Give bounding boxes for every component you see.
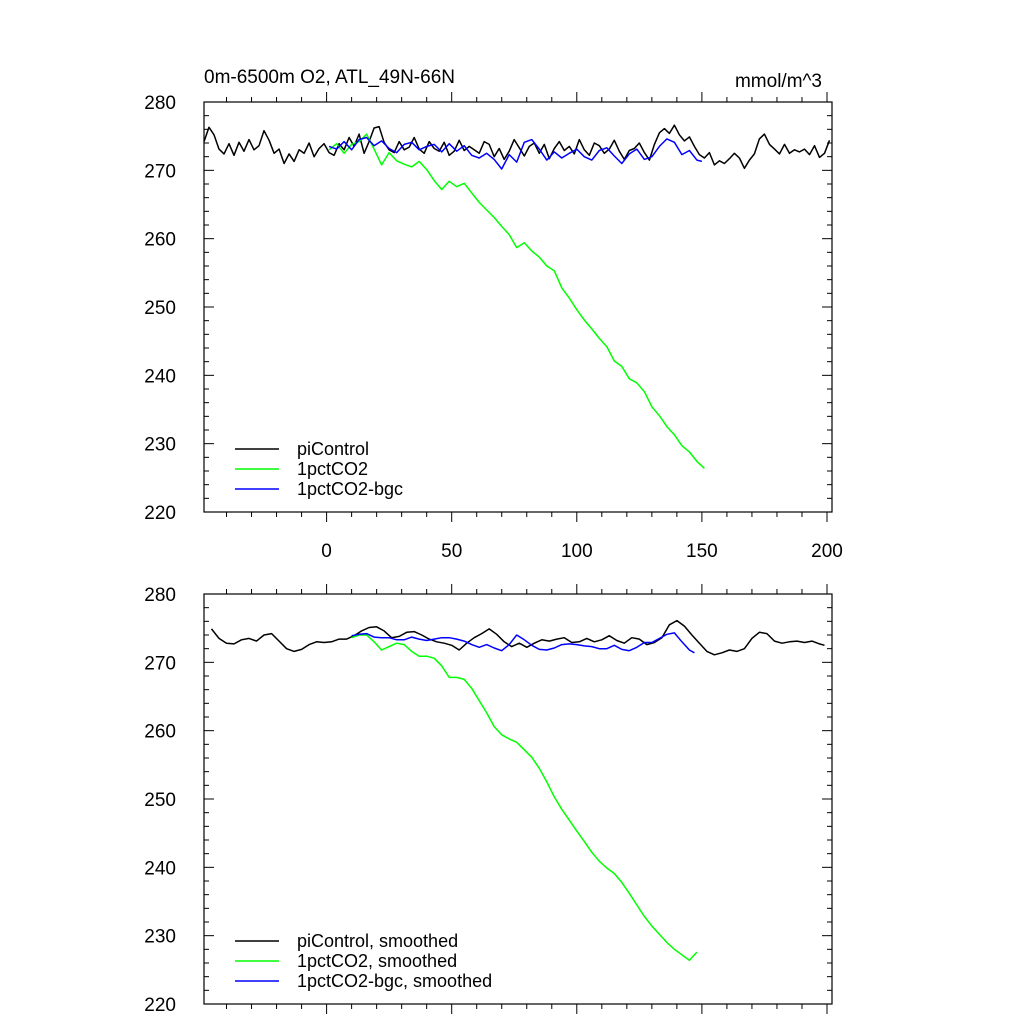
y-tick-label: 270 bbox=[144, 161, 176, 182]
y-tick-label: 230 bbox=[144, 435, 176, 456]
series-line-1pctco2-smoothed bbox=[351, 634, 698, 962]
y-tick-label: 260 bbox=[144, 722, 176, 743]
y-tick-label: 240 bbox=[144, 858, 176, 879]
legend-label: 1pctCO2-bgc bbox=[297, 479, 403, 499]
series-line-1pctco2 bbox=[328, 133, 705, 469]
series-line-picontrol bbox=[203, 124, 831, 170]
x-tick-label: 200 bbox=[811, 541, 843, 562]
legend-label: 1pctCO2 bbox=[297, 459, 368, 479]
series-line-picontrol-smoothed bbox=[210, 619, 825, 656]
bottom-panel: 220 230 240 250 260 270 280 piControl, smoothed… bbox=[144, 584, 833, 1016]
x-tick-label: 0 bbox=[321, 541, 332, 562]
y-tick-label: 220 bbox=[144, 503, 176, 524]
top-panel: 0m-6500m O2, ATL_49N-66N mmol/m^3 220 230… bbox=[144, 67, 843, 562]
x-tick-label: 150 bbox=[686, 541, 718, 562]
y-tick-label: 220 bbox=[144, 995, 176, 1016]
panel-title: 0m-6500m O2, ATL_49N-66N bbox=[204, 67, 455, 88]
legend-label: piControl bbox=[297, 439, 369, 459]
units-label: mmol/m^3 bbox=[735, 71, 822, 92]
x-tick-label: 50 bbox=[441, 541, 462, 562]
y-tick-label: 280 bbox=[144, 93, 176, 114]
y-tick-label: 230 bbox=[144, 927, 176, 948]
y-tick-label: 260 bbox=[144, 230, 176, 251]
y-tick-label: 270 bbox=[144, 653, 176, 674]
legend-label: piControl, smoothed bbox=[297, 931, 458, 951]
y-tick-label: 240 bbox=[144, 366, 176, 387]
legend-label: 1pctCO2-bgc, smoothed bbox=[297, 971, 492, 991]
series-line-1pctco2-bgc bbox=[328, 136, 703, 170]
y-tick-label: 280 bbox=[144, 585, 176, 606]
x-tick-label: 100 bbox=[561, 541, 593, 562]
legend-label: 1pctCO2, smoothed bbox=[297, 951, 457, 971]
y-tick-label: 250 bbox=[144, 298, 176, 319]
y-tick-label: 250 bbox=[144, 790, 176, 811]
series-line-1pctco2-bgc-smoothed bbox=[351, 632, 695, 654]
